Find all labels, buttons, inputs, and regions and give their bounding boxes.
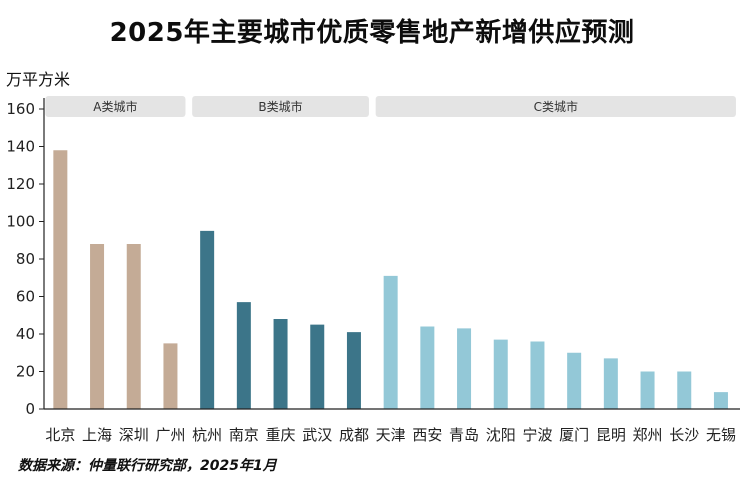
bar bbox=[640, 371, 655, 409]
group-bands: A类城市 B类城市 C类城市 bbox=[45, 96, 736, 117]
x-category-label: 广州 bbox=[155, 426, 185, 444]
y-tick-label: 120 bbox=[6, 175, 35, 193]
bar bbox=[713, 392, 728, 409]
bar bbox=[126, 244, 141, 409]
bar bbox=[493, 339, 508, 409]
x-category-label: 厦门 bbox=[559, 426, 589, 444]
y-tick-label: 80 bbox=[16, 250, 35, 268]
x-axis-labels: 北京 上海 深圳 广州 杭州 南京 重庆 武汉 成都 天津 西安 青岛 沈阳 宁波 厦门 昆明 郑州 长沙 无锡 bbox=[45, 426, 736, 444]
y-axis-ticks: 0 20 40 60 80 100 120 140 160 bbox=[6, 100, 44, 418]
x-category-label: 杭州 bbox=[192, 426, 222, 444]
y-tick-label: 40 bbox=[16, 325, 35, 343]
bar bbox=[530, 341, 545, 409]
bar bbox=[53, 150, 68, 409]
y-tick-label: 100 bbox=[6, 213, 35, 231]
x-category-label: 西安 bbox=[412, 426, 442, 444]
group-band-label: B类城市 bbox=[258, 99, 302, 114]
x-category-label: 重庆 bbox=[266, 426, 296, 444]
group-band-label: A类城市 bbox=[93, 99, 137, 114]
x-category-label: 天津 bbox=[376, 426, 406, 444]
x-category-label: 武汉 bbox=[302, 426, 332, 444]
y-tick-label: 20 bbox=[16, 363, 35, 381]
bar bbox=[346, 332, 361, 409]
y-axis-unit-label: 万平方米 bbox=[6, 70, 70, 89]
y-tick-label: 0 bbox=[25, 400, 35, 418]
bar bbox=[420, 326, 435, 409]
group-band bbox=[192, 96, 369, 117]
bar bbox=[236, 302, 251, 409]
bar bbox=[310, 324, 325, 409]
bar bbox=[677, 371, 692, 409]
bar bbox=[200, 230, 215, 409]
x-category-label: 沈阳 bbox=[486, 426, 516, 444]
x-category-label: 昆明 bbox=[596, 426, 626, 444]
x-category-label: 无锡 bbox=[706, 426, 736, 444]
bar bbox=[163, 343, 178, 409]
x-category-label: 成都 bbox=[339, 426, 369, 444]
x-category-label: 宁波 bbox=[522, 426, 552, 444]
bars bbox=[53, 150, 728, 409]
x-category-label: 青岛 bbox=[449, 426, 479, 444]
x-category-label: 深圳 bbox=[119, 426, 149, 444]
group-band bbox=[375, 96, 736, 117]
bar bbox=[603, 358, 618, 409]
x-category-label: 南京 bbox=[229, 426, 259, 444]
y-tick-label: 140 bbox=[6, 138, 35, 156]
x-category-label: 上海 bbox=[82, 426, 112, 444]
x-category-label: 北京 bbox=[45, 426, 75, 444]
bar bbox=[457, 328, 472, 409]
y-tick-label: 160 bbox=[6, 100, 35, 118]
x-category-label: 郑州 bbox=[633, 426, 663, 444]
group-band-label: C类城市 bbox=[534, 99, 578, 114]
group-band bbox=[45, 96, 186, 117]
y-tick-label: 60 bbox=[16, 288, 35, 306]
source-note: 数据来源：仲量联行研究部，2025年1月 bbox=[18, 458, 277, 474]
bar bbox=[90, 244, 105, 409]
bar bbox=[273, 319, 288, 409]
bar bbox=[567, 352, 582, 409]
bar bbox=[383, 275, 398, 409]
chart-title: 2025年主要城市优质零售地产新增供应预测 bbox=[109, 18, 635, 48]
x-category-label: 长沙 bbox=[669, 426, 699, 444]
